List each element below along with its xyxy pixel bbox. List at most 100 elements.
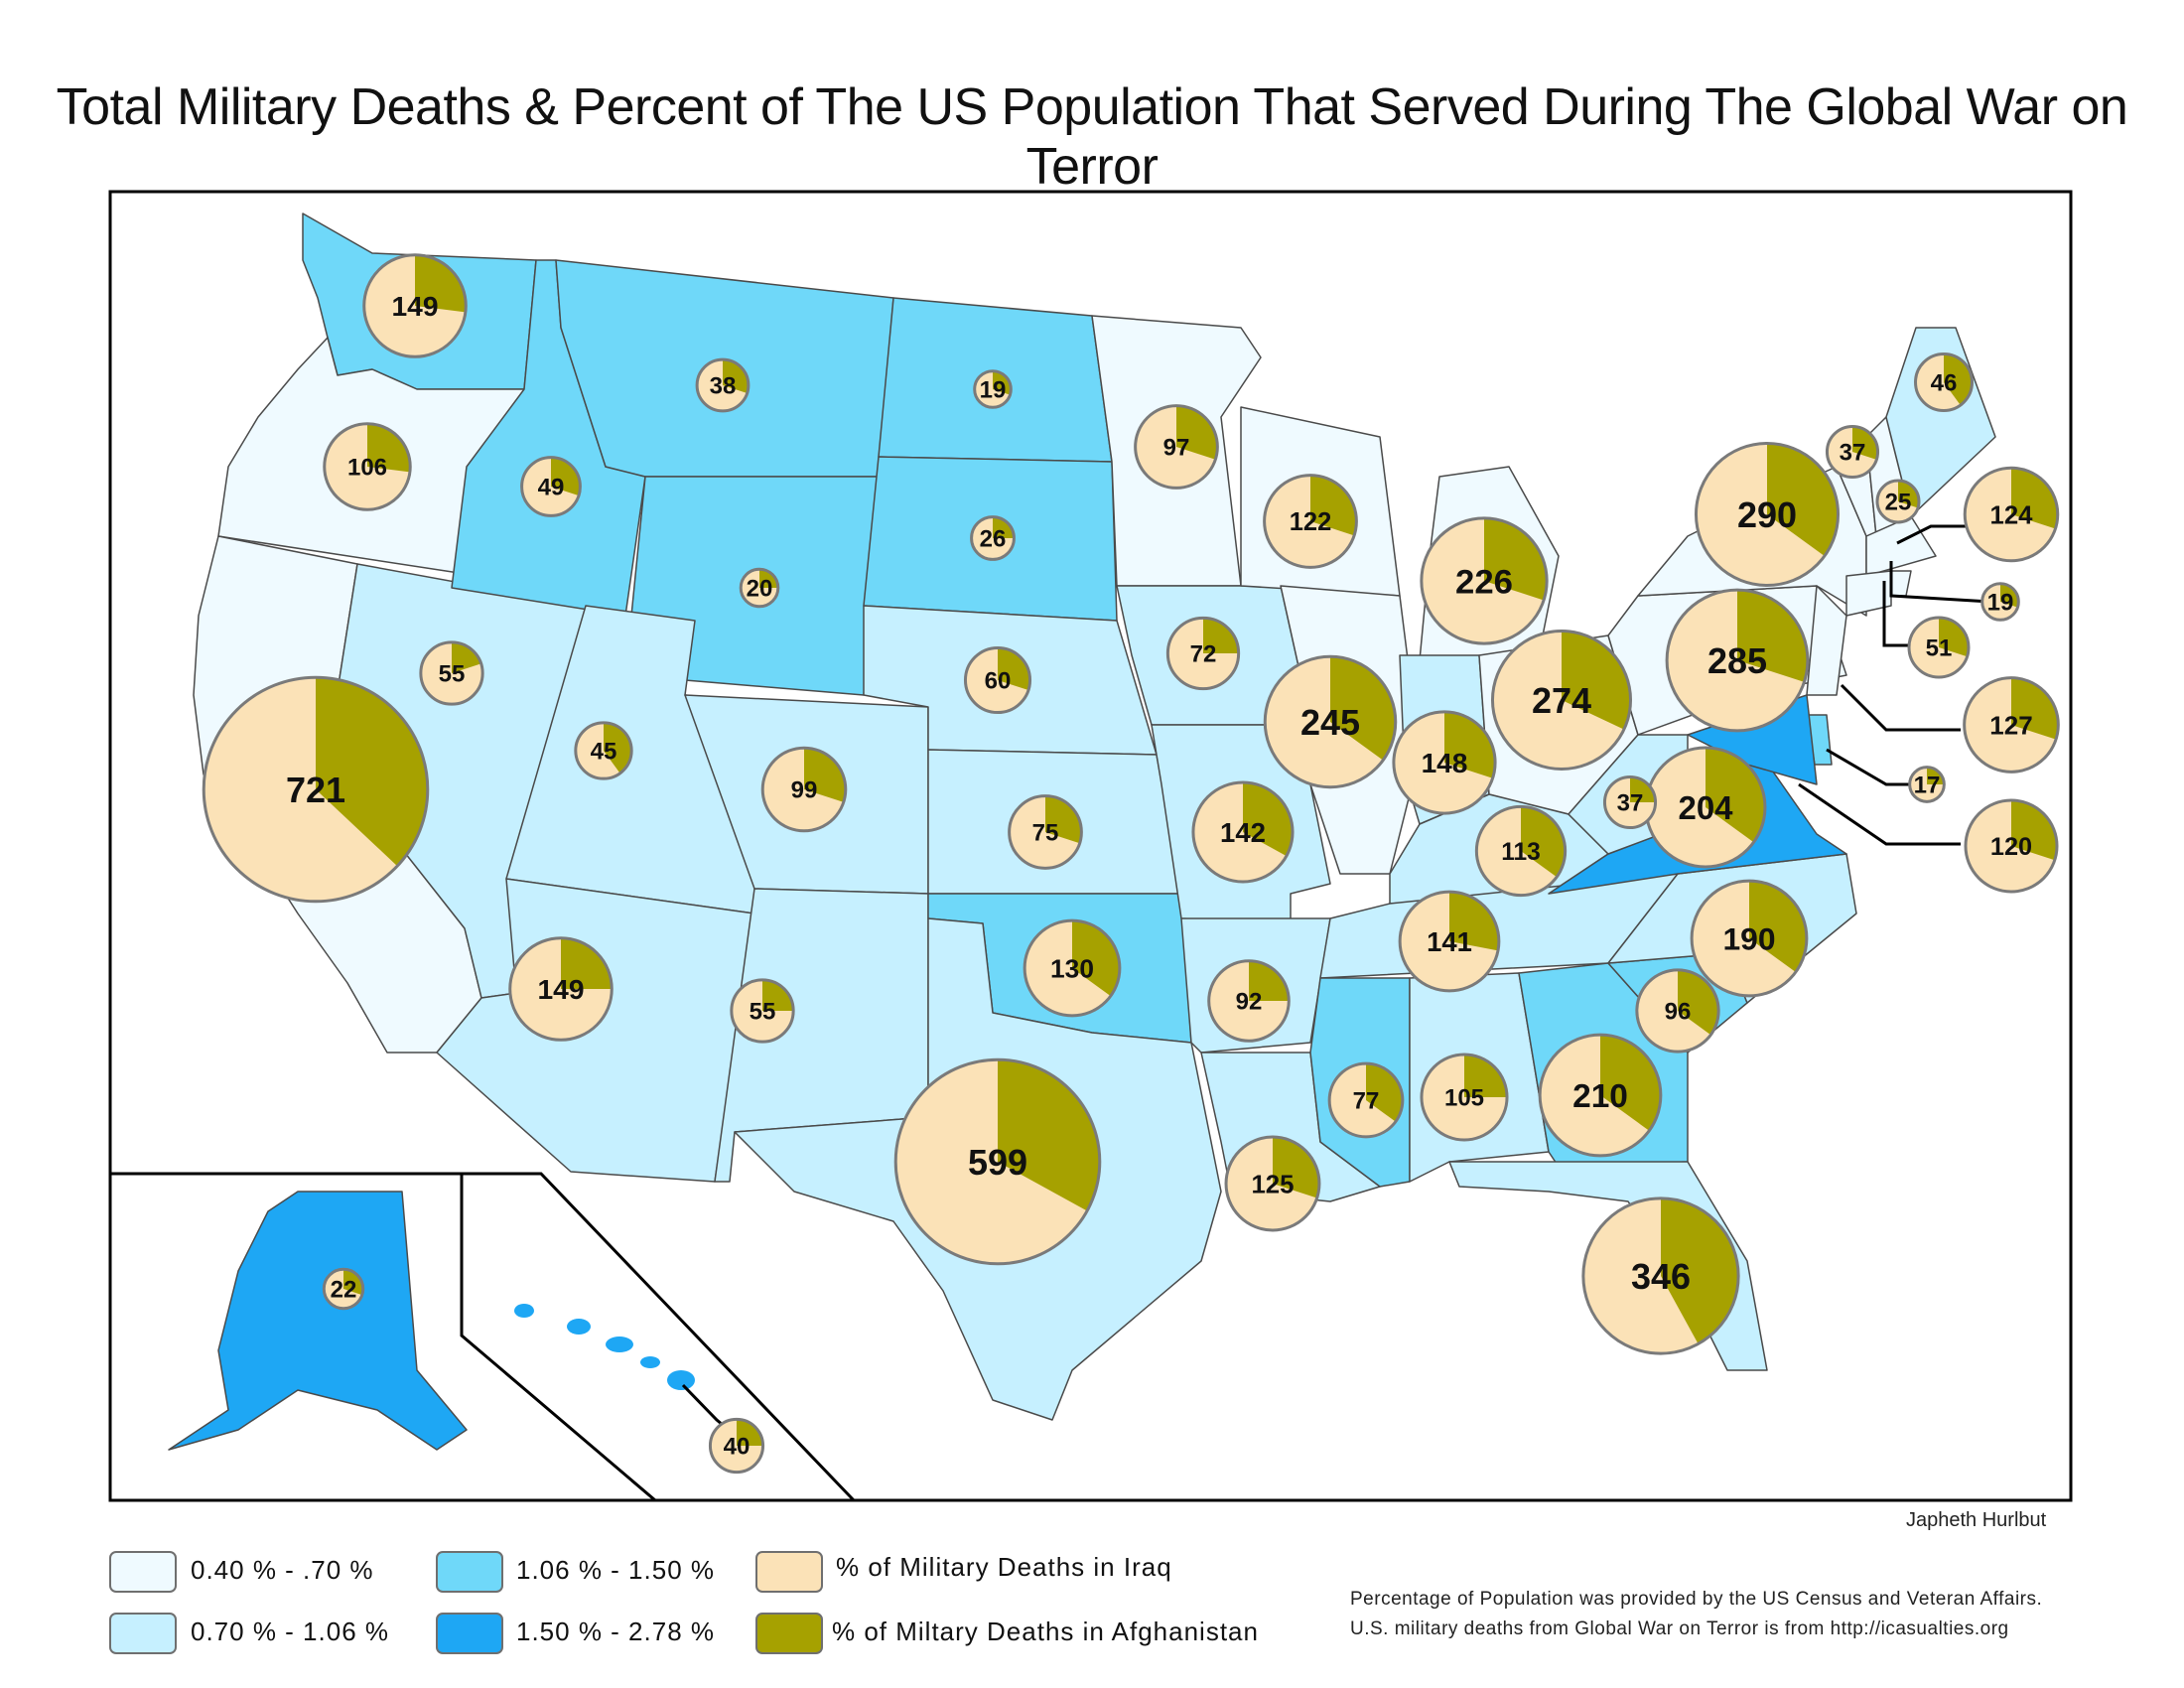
deaths-label-ri: 19 — [1987, 590, 2014, 617]
pie-nm: 55 — [730, 978, 795, 1044]
pie-afghanistan-slice — [2011, 677, 2059, 740]
pie-outline — [1581, 1196, 1740, 1355]
pie-outline — [362, 253, 468, 358]
pie-afghanistan-slice — [1737, 590, 1808, 682]
deaths-label-pa: 285 — [1707, 640, 1767, 681]
pie-outline — [1963, 466, 2060, 563]
pie-afghanistan-slice — [804, 748, 846, 802]
deaths-label-ut: 45 — [591, 739, 617, 766]
pie-oh: 274 — [1490, 629, 1633, 772]
deaths-label-mn: 97 — [1163, 435, 1190, 462]
pie-afghanistan-slice — [1749, 881, 1807, 973]
deaths-label-ok: 130 — [1050, 953, 1094, 983]
pie-outline — [1327, 1061, 1405, 1139]
pie-afghanistan-slice — [1330, 656, 1396, 761]
deaths-label-mo: 142 — [1220, 817, 1266, 848]
pie-outline — [963, 645, 1032, 715]
pie-ky: 113 — [1474, 804, 1568, 898]
pie-outline — [1224, 1135, 1321, 1232]
legend-swatch-tier2 — [109, 1613, 177, 1654]
pie-outline — [1191, 780, 1295, 884]
deaths-label-de: 17 — [1914, 773, 1941, 799]
pie-afghanistan-slice — [2000, 583, 2019, 608]
pie-ct: 51 — [1907, 616, 1971, 679]
pie-afghanistan-slice — [1176, 405, 1218, 460]
pie-outline — [1907, 616, 1971, 679]
pie-afghanistan-slice — [1706, 748, 1765, 843]
legend-swatch-tier4 — [436, 1613, 503, 1654]
pie-outline — [973, 369, 1013, 409]
pie-outline — [1908, 766, 1946, 803]
pie-ms: 77 — [1327, 1061, 1405, 1139]
deaths-label-nc: 190 — [1722, 920, 1775, 956]
pie-outline — [1490, 629, 1633, 772]
pie-ny: 290 — [1694, 441, 1841, 588]
deaths-label-vt: 37 — [1840, 440, 1866, 467]
legend-swatch-tier3 — [436, 1551, 503, 1593]
pie-afghanistan-slice — [604, 722, 632, 774]
pie-ar: 92 — [1207, 959, 1291, 1043]
pie-outline — [695, 357, 751, 413]
pie-afghanistan-slice — [1444, 711, 1496, 778]
pie-tn: 141 — [1398, 890, 1501, 993]
pie-outline — [708, 1417, 765, 1475]
pie-pa: 285 — [1665, 588, 1810, 733]
author-credit: Japheth Hurlbut — [1906, 1509, 2047, 1531]
pie-afghanistan-slice — [551, 457, 581, 496]
deaths-label-mt: 38 — [710, 373, 737, 400]
deaths-label-tx: 599 — [968, 1142, 1027, 1183]
legend-label-afghanistan: % of Miltary Deaths in Afghanistan — [832, 1617, 1259, 1646]
pie-afghanistan-slice — [1630, 776, 1656, 802]
pie-outline — [1207, 959, 1291, 1043]
deaths-label-sc: 96 — [1665, 999, 1692, 1026]
pie-afghanistan-slice — [998, 1059, 1100, 1211]
pie-afghanistan-slice — [1852, 426, 1878, 460]
pie-afghanistan-slice — [1678, 969, 1719, 1036]
pie-az: 149 — [508, 936, 614, 1042]
pie-vt: 37 — [1825, 424, 1880, 480]
pie-outline — [574, 721, 633, 780]
pie-afghanistan-slice — [1072, 920, 1120, 997]
pie-afghanistan-slice — [1273, 1137, 1319, 1198]
pie-afghanistan-slice — [343, 1269, 363, 1296]
pie-afghanistan-slice — [1898, 481, 1919, 508]
pie-outline — [1665, 588, 1810, 733]
deaths-label-ar: 92 — [1236, 989, 1263, 1016]
pie-outline — [419, 640, 484, 706]
deaths-label-nm: 55 — [750, 999, 776, 1026]
pie-afghanistan-slice — [762, 979, 794, 1011]
pie-afghanistan-slice — [1600, 1035, 1661, 1131]
pie-afghanistan-slice — [2011, 468, 2058, 529]
pie-la: 125 — [1224, 1135, 1321, 1232]
pie-wa: 149 — [362, 253, 468, 358]
pie-wv: 37 — [1602, 774, 1658, 830]
pie-outline — [1980, 582, 2020, 622]
deaths-label-ma: 124 — [1990, 501, 2034, 529]
pie-outline — [1964, 798, 2059, 894]
state-nj — [1806, 585, 1847, 696]
deaths-label-sd: 26 — [980, 526, 1007, 553]
pie-mn: 97 — [1134, 404, 1219, 490]
pie-wy: 20 — [739, 567, 780, 609]
deaths-label-ct: 51 — [1926, 635, 1953, 662]
pie-afghanistan-slice — [993, 516, 1015, 538]
deaths-label-la: 125 — [1251, 1171, 1294, 1198]
alaska-inset-frame — [108, 1172, 660, 1502]
pie-ne: 60 — [963, 645, 1032, 715]
deaths-label-ms: 77 — [1353, 1088, 1380, 1115]
deaths-label-il: 245 — [1300, 702, 1360, 743]
deaths-label-hi: 40 — [724, 1434, 751, 1461]
pie-outline — [1538, 1033, 1663, 1158]
pie-nh: 25 — [1875, 479, 1921, 524]
pie-outline — [1165, 616, 1241, 691]
deaths-label-va: 204 — [1678, 789, 1733, 826]
deaths-label-in: 148 — [1422, 748, 1468, 778]
pie-fl: 346 — [1581, 1196, 1740, 1355]
deaths-label-co: 99 — [791, 777, 818, 804]
pie-co: 99 — [760, 746, 848, 833]
pie-outline — [520, 456, 582, 517]
pie-outline — [1694, 441, 1841, 588]
pie-outline — [508, 936, 614, 1042]
deaths-label-ne: 60 — [985, 668, 1012, 695]
pie-outline — [1008, 794, 1083, 870]
